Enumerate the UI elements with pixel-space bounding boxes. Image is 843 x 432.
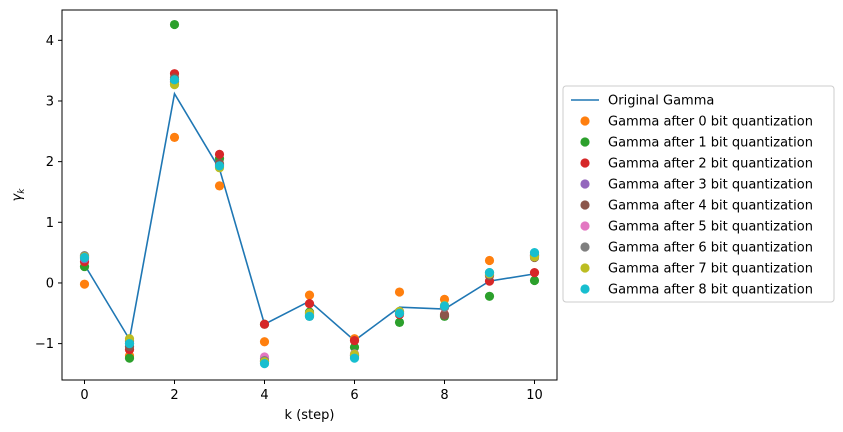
data-point-s9-8 <box>439 301 450 311</box>
data-point-s9-0 <box>79 252 90 263</box>
x-axis-label: k (step) <box>285 408 335 423</box>
legend-item-9: Gamma after 8 bit quantization <box>580 283 813 298</box>
data-point-s2-10 <box>529 275 540 286</box>
data-point-s9-1 <box>124 339 135 349</box>
legend-label-2: Gamma after 1 bit quantization <box>608 136 813 151</box>
x-tick-label-2: 4 <box>260 388 268 403</box>
x-tick-label-4: 8 <box>440 388 448 403</box>
legend-swatch-2 <box>580 137 590 147</box>
y-tick-label-4: 3 <box>46 94 54 109</box>
data-point-s3-6 <box>349 335 360 346</box>
axes-frame <box>61 9 558 381</box>
legend-label-7: Gamma after 6 bit quantization <box>608 241 813 256</box>
y-axis-label-main: γ <box>10 192 25 201</box>
data-point-s1-2 <box>169 132 180 142</box>
data-point-s9-9 <box>484 268 495 278</box>
legend-item-6: Gamma after 5 bit quantization <box>580 220 813 235</box>
data-point-s1-0 <box>79 279 90 289</box>
legend-swatch-7 <box>580 242 590 252</box>
data-point-s3-10 <box>529 268 540 278</box>
data-point-s9-6 <box>349 353 360 363</box>
data-point-s9-7 <box>394 308 405 318</box>
legend-box <box>562 85 835 303</box>
data-point-s3-5 <box>304 298 315 309</box>
x-tick-label-1: 2 <box>170 388 178 403</box>
data-point-s9-10 <box>529 248 540 258</box>
legend-label-5: Gamma after 4 bit quantization <box>608 199 813 214</box>
legend-swatch-9 <box>580 284 590 294</box>
legend-item-3: Gamma after 2 bit quantization <box>580 157 813 172</box>
x-tick-label-5: 10 <box>526 388 543 403</box>
data-point-s9-3 <box>214 161 225 171</box>
data-point-s9-5 <box>304 311 315 321</box>
legend-label-1: Gamma after 0 bit quantization <box>608 115 813 130</box>
series-points-8 <box>79 80 540 367</box>
y-tick-label-5: 4 <box>46 34 54 49</box>
legend: Original Gamma Gamma after 0 bit quantiza… <box>562 85 835 303</box>
legend-swatch-6 <box>580 221 590 231</box>
data-point-s2-1 <box>124 353 135 363</box>
data-point-s9-2 <box>169 75 180 85</box>
y-axis-ticks: −1 0 1 2 3 4 <box>35 34 62 352</box>
x-axis-ticks: 0 2 4 6 8 10 <box>80 380 543 403</box>
plot-marks <box>79 19 540 369</box>
data-point-s2-2 <box>169 19 180 30</box>
data-point-s2-9 <box>484 291 495 301</box>
legend-label-3: Gamma after 2 bit quantization <box>608 157 813 172</box>
y-tick-label-1: 0 <box>46 276 54 291</box>
data-point-s1-7 <box>394 287 405 297</box>
data-point-s1-9 <box>484 255 495 266</box>
legend-label-8: Gamma after 7 bit quantization <box>608 262 813 277</box>
data-point-s3-4 <box>259 319 270 329</box>
x-tick-label-0: 0 <box>80 388 88 403</box>
y-tick-label-2: 1 <box>46 216 54 231</box>
series-points-1 <box>79 132 540 361</box>
legend-swatch-8 <box>580 263 590 273</box>
series-points-9 <box>79 75 540 369</box>
legend-item-5: Gamma after 4 bit quantization <box>580 199 813 214</box>
y-tick-label-0: −1 <box>35 337 54 352</box>
y-tick-label-3: 2 <box>46 155 54 170</box>
legend-item-0: Original Gamma <box>571 94 714 109</box>
data-point-s1-3 <box>214 181 225 191</box>
legend-item-2: Gamma after 1 bit quantization <box>580 136 813 151</box>
series-points-7 <box>79 76 540 366</box>
y-axis-label-subscript: k <box>17 188 27 194</box>
legend-swatch-4 <box>580 179 590 189</box>
legend-label-6: Gamma after 5 bit quantization <box>608 220 813 235</box>
x-tick-label-3: 6 <box>350 388 358 403</box>
data-point-s9-4 <box>259 359 270 369</box>
data-point-s1-5 <box>304 290 315 300</box>
data-point-s5-8 <box>439 310 450 320</box>
legend-swatch-5 <box>580 200 590 210</box>
legend-swatch-1 <box>580 116 590 126</box>
legend-label-0: Original Gamma <box>608 94 714 109</box>
legend-item-8: Gamma after 7 bit quantization <box>580 262 813 277</box>
legend-item-4: Gamma after 3 bit quantization <box>580 178 813 193</box>
data-point-s2-7 <box>394 317 405 327</box>
y-axis-label: γk <box>10 188 27 202</box>
data-point-s3-3 <box>214 149 225 159</box>
data-point-s2-6 <box>349 342 360 352</box>
series-points-5 <box>79 73 540 367</box>
legend-label-4: Gamma after 3 bit quantization <box>608 178 813 193</box>
legend-swatch-3 <box>580 158 590 168</box>
legend-item-7: Gamma after 6 bit quantization <box>580 241 813 256</box>
data-point-s1-4 <box>259 337 270 347</box>
legend-item-1: Gamma after 0 bit quantization <box>580 115 813 130</box>
legend-label-9: Gamma after 8 bit quantization <box>608 283 813 298</box>
